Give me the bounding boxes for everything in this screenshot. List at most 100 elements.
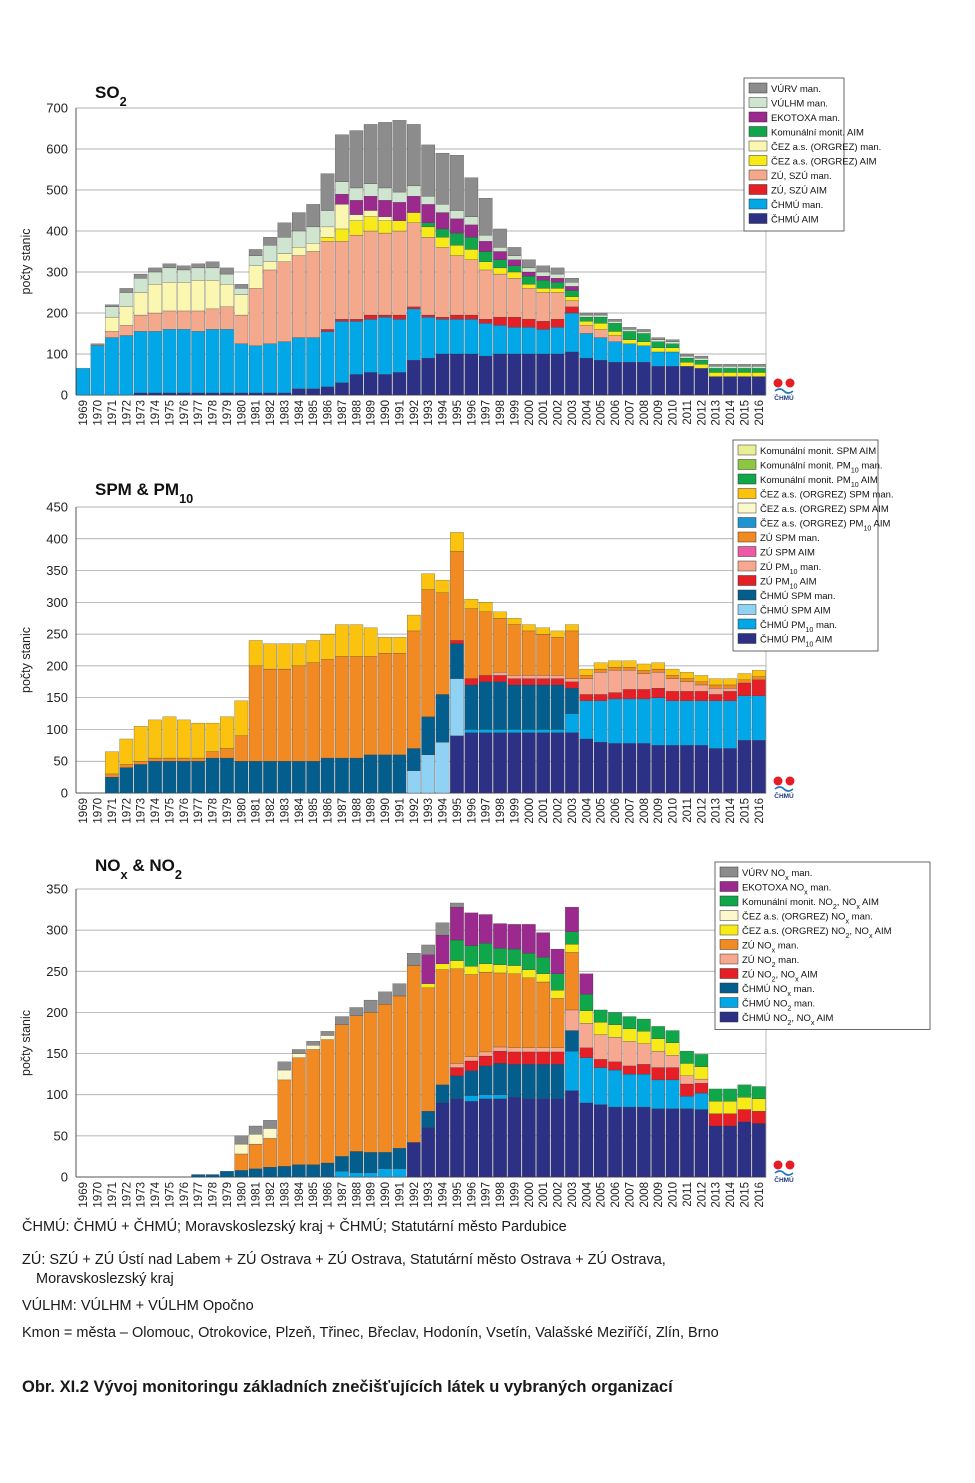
bar-segment xyxy=(536,957,550,974)
legend-swatch xyxy=(719,997,739,1008)
bar-segment xyxy=(507,1097,522,1178)
bar-segment xyxy=(464,1056,479,1062)
bar-segment xyxy=(680,1063,694,1076)
bar-segment xyxy=(622,1016,637,1030)
bar-segment xyxy=(407,185,421,197)
x-tick-label: 1969 xyxy=(78,1182,90,1208)
x-tick-label: 1974 xyxy=(150,399,162,425)
bar-segment xyxy=(248,1125,263,1135)
bar-segment xyxy=(565,931,579,945)
bar-segment xyxy=(306,761,320,794)
x-tick-label: 2000 xyxy=(524,798,536,824)
bar-segment xyxy=(593,1009,608,1023)
bar-segment xyxy=(737,376,752,396)
bar-segment xyxy=(435,353,450,396)
bar-segment xyxy=(723,691,737,701)
x-tick-label: 2005 xyxy=(596,400,608,426)
bar-segment xyxy=(421,716,435,755)
bar-segment xyxy=(292,212,306,232)
bar-segment xyxy=(550,684,565,730)
bar-segment xyxy=(752,372,766,377)
bar-segment xyxy=(507,729,522,733)
bar-segment xyxy=(335,321,349,383)
bar-segment xyxy=(708,694,723,701)
bar-segment xyxy=(536,288,550,293)
bar-segment xyxy=(478,602,493,612)
bar-segment xyxy=(608,743,622,794)
legend-label: Komunální monit. NO2, NOx AIM xyxy=(742,897,879,911)
bar-segment xyxy=(363,1152,378,1174)
bar-segment xyxy=(162,329,177,394)
x-tick-label: 1977 xyxy=(193,798,205,824)
bar-segment xyxy=(507,259,522,266)
legend-swatch xyxy=(748,198,768,210)
bar-segment xyxy=(608,341,622,363)
logo-text: ČHMÚ xyxy=(774,791,794,800)
bar-segment xyxy=(708,376,723,396)
bar-segment xyxy=(507,353,522,396)
x-tick-label: 2003 xyxy=(567,400,579,426)
bar-segment xyxy=(550,998,565,1048)
bar-segment xyxy=(105,306,119,318)
bar-segment xyxy=(220,267,234,275)
x-tick-label: 1970 xyxy=(93,798,105,824)
bar-segment xyxy=(133,292,148,316)
x-tick-label: 2002 xyxy=(553,798,565,824)
bar-segment xyxy=(234,761,249,794)
bar-segment xyxy=(708,688,723,695)
bar-segment xyxy=(579,1047,594,1058)
x-tick-label: 2006 xyxy=(610,798,622,824)
bar-segment xyxy=(708,1113,723,1127)
bar-segment xyxy=(478,1065,493,1095)
bar-segment xyxy=(320,1031,335,1036)
bar-segment xyxy=(392,983,407,997)
logo-dot-left xyxy=(773,378,783,388)
bar-segment xyxy=(435,228,450,238)
bar-segment xyxy=(292,1049,306,1054)
bar-segment xyxy=(608,323,622,332)
bar-segment xyxy=(522,259,536,269)
bar-segment xyxy=(335,134,349,182)
bar-segment xyxy=(665,678,680,692)
legend-label: ZÚ, SZÚ man. xyxy=(771,171,832,182)
bar-segment xyxy=(478,355,493,396)
bar-segment xyxy=(105,331,119,338)
bar-segment xyxy=(536,675,550,679)
x-tick-label: 2008 xyxy=(639,798,651,824)
bar-segment xyxy=(723,688,737,692)
bar-segment xyxy=(680,672,694,679)
x-tick-label: 2006 xyxy=(610,400,622,426)
bar-segment xyxy=(637,331,651,334)
bar-segment xyxy=(435,319,450,355)
bar-segment xyxy=(737,679,752,684)
bar-segment xyxy=(392,120,407,193)
bar-segment xyxy=(450,210,464,219)
x-tick-label: 2008 xyxy=(639,400,651,426)
bar-segment xyxy=(407,965,421,1143)
bar-segment xyxy=(608,319,622,322)
bar-segment xyxy=(608,670,622,693)
bar-segment xyxy=(205,261,220,269)
bar-segment xyxy=(507,1051,522,1065)
y-tick-label: 250 xyxy=(46,627,68,642)
x-tick-label: 1988 xyxy=(351,798,363,824)
bar-segment xyxy=(507,1064,522,1098)
bar-segment xyxy=(565,630,579,679)
bar-segment xyxy=(450,968,464,1064)
x-tick-label: 2013 xyxy=(711,1182,723,1208)
bar-segment xyxy=(622,698,637,744)
chart-2: 0 50 100 150 200 250 300 350 400 450 počty stanic S… xyxy=(19,439,894,824)
x-tick-label: 1986 xyxy=(323,1182,335,1208)
legend-label: EKOTOXA man. xyxy=(771,113,840,124)
x-tick-label: 1976 xyxy=(179,400,191,426)
x-tick-label: 1979 xyxy=(222,400,234,426)
bar-segment xyxy=(579,314,594,318)
bar-segment xyxy=(536,1098,550,1178)
bar-segment xyxy=(335,204,349,230)
bar-segment xyxy=(378,314,392,318)
bar-segment xyxy=(435,237,450,248)
bar-segment xyxy=(579,738,594,794)
bar-segment xyxy=(119,325,134,336)
bar-segment xyxy=(435,152,450,205)
bar-segment xyxy=(622,743,637,794)
